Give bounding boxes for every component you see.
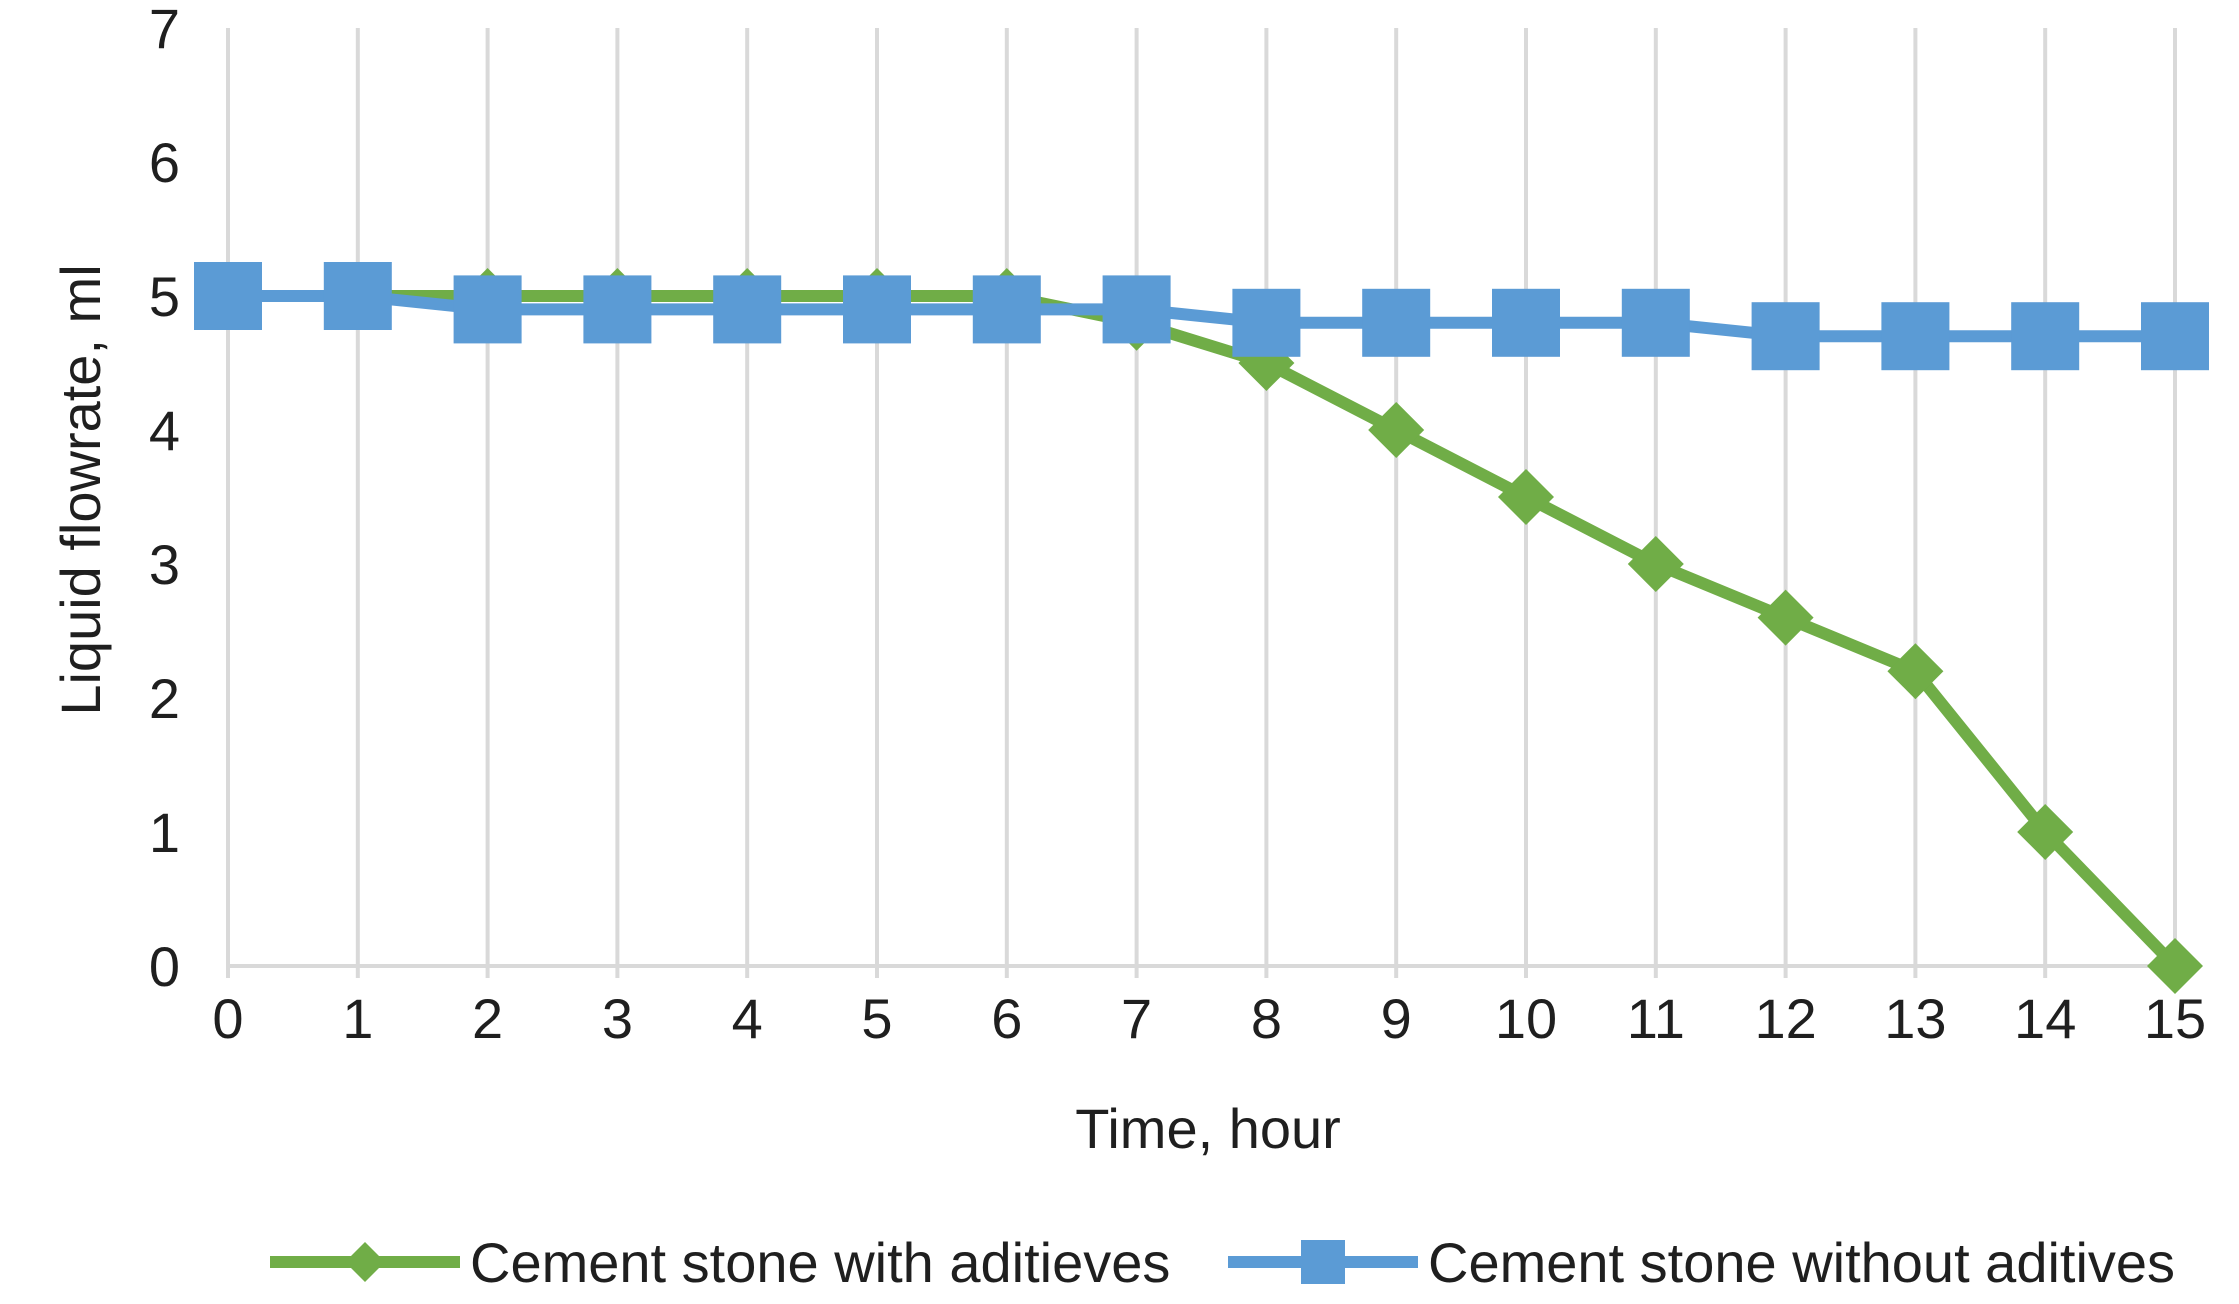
series-2-point — [1232, 288, 1301, 357]
y-axis-title: Liquid flowrate, ml — [49, 264, 112, 715]
series-2-point — [194, 262, 262, 330]
y-tick-label: 1 — [149, 801, 180, 864]
series-2-point — [713, 275, 782, 344]
series-2-point — [1102, 275, 1171, 344]
x-tick-label: 15 — [2144, 987, 2206, 1050]
series-line-1 — [228, 290, 2180, 971]
x-tick-label: 11 — [1627, 987, 1685, 1050]
series-2-point — [1362, 288, 1431, 357]
series-2-point — [2141, 302, 2209, 371]
y-tick-label: 6 — [149, 131, 180, 194]
x-tick-label: 12 — [1754, 987, 1816, 1050]
series-lines — [228, 290, 2180, 971]
series-2-point — [1492, 288, 1560, 357]
x-tick-label: 14 — [2014, 987, 2076, 1050]
series-2-point — [1881, 302, 1950, 371]
series-1-point — [1887, 643, 1944, 700]
series-2-point — [453, 275, 522, 344]
series-1-point — [1498, 469, 1554, 525]
legend-item-2: Cement stone without aditives — [1228, 1231, 2175, 1294]
series-2-point — [972, 275, 1041, 344]
series-2-point — [583, 275, 652, 344]
series-2-point — [1621, 288, 1690, 357]
legend-label: Cement stone with aditieves — [470, 1231, 1170, 1294]
series-2-point — [1751, 302, 1820, 371]
axes — [226, 964, 2177, 978]
legend-label: Cement stone without aditives — [1428, 1231, 2175, 1294]
x-tick-label: 9 — [1381, 987, 1412, 1050]
series-markers — [194, 262, 2209, 994]
series-1-point — [2147, 938, 2203, 994]
y-tick-label: 7 — [149, 0, 180, 60]
x-tick-label: 3 — [602, 987, 633, 1050]
x-tick-label: 6 — [991, 987, 1022, 1050]
x-axis-title: Time, hour — [1075, 1097, 1341, 1160]
series-1-point — [1368, 402, 1425, 458]
y-tick-label: 4 — [149, 399, 180, 462]
legend-swatch-marker — [1301, 1240, 1345, 1284]
gridlines — [226, 28, 2177, 966]
series-2-point — [843, 275, 911, 344]
legend-item-1: Cement stone with aditieves — [270, 1231, 1170, 1294]
y-tick-label: 2 — [149, 667, 180, 730]
y-tick-label: 5 — [149, 265, 180, 328]
x-tick-label: 4 — [732, 987, 763, 1050]
series-2-point — [2011, 302, 2080, 371]
series-2-point — [323, 262, 392, 330]
x-tick-label: 5 — [861, 987, 892, 1050]
series-1-point — [1757, 589, 1814, 646]
x-tick-label: 2 — [472, 987, 503, 1050]
y-tick-label: 3 — [149, 533, 180, 596]
series-1-point — [2017, 804, 2074, 860]
x-tick-label: 10 — [1495, 987, 1557, 1050]
legend-swatch-marker — [345, 1242, 385, 1282]
x-tick-label: 7 — [1121, 987, 1152, 1050]
y-tick-label: 0 — [149, 935, 180, 998]
series-line-2 — [228, 290, 2175, 343]
x-tick-label: 1 — [342, 987, 373, 1050]
x-tick-label: 0 — [212, 987, 243, 1050]
x-tick-label: 13 — [1884, 987, 1946, 1050]
series-1-point — [1627, 536, 1684, 592]
legend: Cement stone with aditieves Cement stone … — [270, 1231, 2175, 1294]
x-tick-label: 8 — [1251, 987, 1282, 1050]
